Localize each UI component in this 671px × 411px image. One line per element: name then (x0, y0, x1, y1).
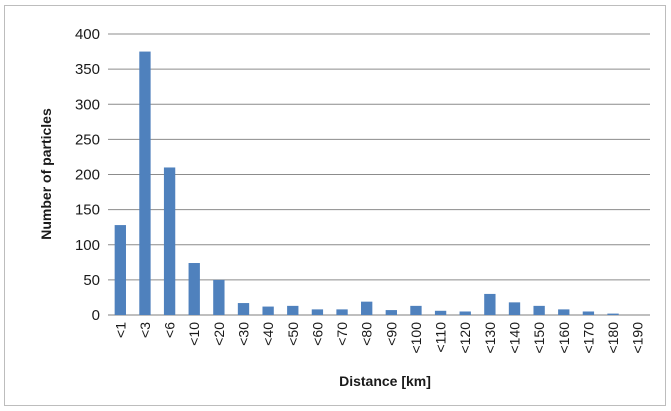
bar (287, 305, 299, 315)
bar (237, 303, 250, 315)
bar (434, 310, 447, 315)
y-tick-label: 250 (75, 131, 100, 148)
x-tick-labels: <1 <3 <6 <10 <20 <30 <40 <50 <60 <70 <80 <90 <100 <11… (112, 322, 645, 354)
y-tick-label: 200 (75, 167, 100, 184)
x-tick-label: <60 (309, 322, 325, 346)
y-tick-label: 100 (75, 237, 100, 254)
bar (262, 306, 274, 315)
x-tick-label: <160 (556, 322, 572, 354)
y-tick-label: 350 (75, 61, 100, 78)
x-axis-label: Distance [km] (339, 373, 431, 389)
y-tick-label: 400 (75, 26, 100, 43)
y-axis-label: Number of particles (38, 108, 54, 240)
bars (114, 51, 619, 315)
x-tick-label: <6 (162, 322, 178, 338)
bar (533, 305, 545, 315)
x-tick-label: <190 (630, 322, 646, 354)
y-tick-label: 50 (83, 272, 100, 289)
x-tick-label: <40 (260, 322, 276, 346)
bar (139, 51, 151, 315)
bar (163, 167, 176, 315)
bar (459, 311, 471, 315)
bar (508, 302, 521, 315)
x-tick-label: <130 (482, 322, 498, 354)
bar (607, 313, 619, 315)
bar (582, 311, 595, 315)
bar (188, 263, 200, 315)
bar (558, 309, 570, 315)
y-tick-labels: 0 50 100 150 200 250 300 350 400 (75, 26, 100, 324)
bar (114, 225, 126, 315)
bar (311, 309, 324, 315)
bar (336, 309, 348, 315)
bar (484, 293, 496, 315)
x-tick-label: <100 (408, 322, 424, 354)
x-tick-label: <50 (285, 322, 301, 346)
x-tick-label: <70 (334, 322, 350, 346)
x-tick-label: <10 (186, 322, 202, 346)
x-tick-label: <140 (507, 322, 523, 354)
chart-frame (4, 5, 666, 406)
y-tick-label: 150 (75, 202, 100, 219)
x-tick-label: <30 (236, 322, 252, 346)
bar (385, 310, 397, 315)
x-tick-label: <20 (211, 322, 227, 346)
bar (213, 279, 225, 315)
x-tick-label: <180 (605, 322, 621, 354)
bar (361, 301, 373, 315)
x-tick-label: <1 (112, 322, 128, 338)
x-tick-label: <120 (457, 322, 473, 354)
y-tick-label: 300 (75, 96, 100, 113)
x-tick-label: <80 (359, 322, 375, 346)
bar (410, 305, 422, 315)
x-tick-label: <110 (433, 322, 449, 353)
x-tick-label: <3 (137, 322, 153, 338)
x-tick-label: <150 (531, 322, 547, 354)
x-tick-label: <90 (383, 322, 399, 346)
x-tick-label: <170 (580, 322, 596, 354)
y-tick-label: 0 (92, 307, 100, 324)
